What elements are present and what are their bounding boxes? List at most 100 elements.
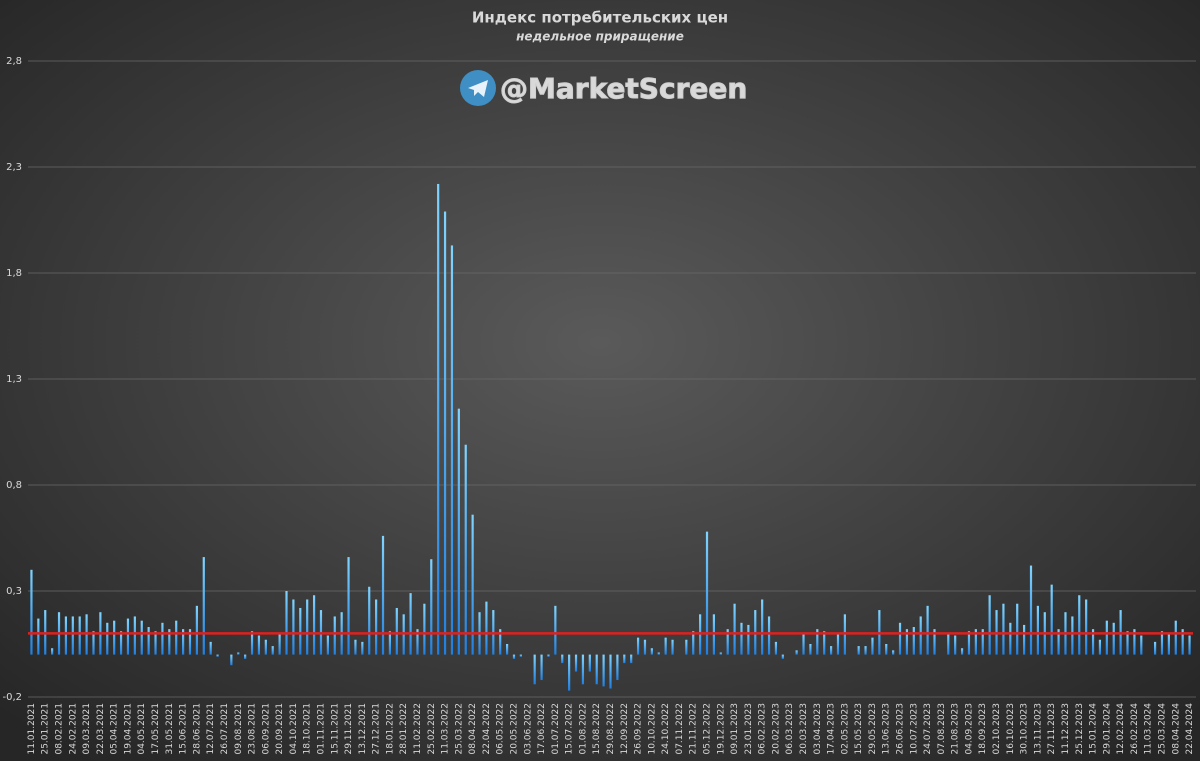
bar (409, 593, 412, 655)
bar (195, 605, 198, 655)
chart-subtitle: недельное приращение (516, 30, 684, 44)
x-tick-label: 08.04.2024 (1171, 703, 1181, 755)
chart-title: Индекс потребительских цен (472, 9, 728, 27)
x-tick-label: 26.07.2021 (220, 703, 230, 755)
bar (588, 654, 591, 672)
x-tick-label: 08.02.2021 (55, 703, 65, 755)
bar (92, 631, 95, 655)
bar (113, 620, 116, 655)
bar (361, 641, 364, 655)
bar (988, 595, 991, 655)
bar (230, 654, 233, 666)
bar (595, 654, 598, 685)
x-tick-label: 22.04.2024 (1185, 703, 1195, 755)
bar (726, 629, 729, 655)
bar (202, 557, 205, 655)
bar (898, 622, 902, 655)
bar (381, 535, 385, 655)
x-tick-label: 01.08.2022 (578, 703, 588, 755)
bar (1091, 629, 1095, 655)
x-tick-label: 19.12.2022 (716, 703, 726, 755)
x-tick-label: 28.06.2021 (192, 703, 202, 755)
x-tick-label: 09.01.2023 (730, 703, 740, 755)
bar (78, 616, 81, 655)
bar (250, 631, 254, 655)
x-tick-label: 06.09.2021 (261, 703, 271, 755)
bar (1057, 629, 1060, 655)
bar (512, 654, 516, 659)
bar (347, 557, 350, 655)
bar (692, 631, 695, 655)
bar (333, 616, 336, 655)
x-tick-label: 22.04.2022 (482, 703, 492, 755)
bar (354, 639, 357, 655)
x-tick-label: 07.11.2022 (675, 703, 685, 755)
bar (857, 646, 860, 655)
x-tick-label: 29.05.2023 (868, 703, 878, 755)
bar (430, 559, 433, 655)
bar (30, 569, 33, 655)
bar (816, 629, 819, 655)
bar (1153, 641, 1157, 655)
bar (781, 654, 784, 659)
x-tick-label: 11.03.2024 (1144, 703, 1154, 755)
bar (981, 629, 984, 655)
x-tick-label: 15.07.2022 (565, 703, 575, 755)
bar (416, 629, 419, 655)
bar (1098, 639, 1102, 655)
bar (326, 635, 329, 655)
x-tick-label: 18.01.2022 (385, 703, 395, 755)
x-tick-label: 03.06.2022 (523, 703, 533, 755)
bar (974, 629, 977, 655)
bar (257, 635, 261, 655)
bar (1023, 624, 1026, 655)
bar (395, 607, 398, 655)
bar (278, 633, 281, 655)
x-tick-label: 17.06.2022 (537, 703, 547, 755)
x-tick-label: 02.05.2023 (840, 703, 850, 755)
bar (871, 637, 874, 655)
bar (450, 245, 454, 655)
x-tick-label: 04.10.2021 (289, 703, 299, 755)
bar (926, 605, 929, 655)
bar (485, 601, 488, 655)
bar (767, 616, 771, 655)
y-tick-label: 2,3 (6, 162, 22, 173)
x-tick-label: 02.10.2023 (992, 703, 1002, 755)
bar (471, 514, 474, 655)
bar (1140, 635, 1143, 655)
bar (1016, 603, 1019, 655)
bar (960, 648, 964, 655)
bar (623, 654, 626, 664)
bar (209, 641, 212, 655)
bar (705, 531, 709, 655)
x-tick-label: 26.06.2023 (896, 703, 906, 755)
x-tick-label: 29.08.2022 (606, 703, 616, 755)
bar (774, 641, 778, 655)
bar (1167, 633, 1170, 655)
y-tick-label: -0,2 (2, 692, 22, 703)
bar (188, 629, 192, 655)
bar (285, 591, 288, 655)
bar (919, 616, 922, 655)
bar (1160, 631, 1164, 655)
bar (154, 631, 157, 655)
bar (1002, 603, 1005, 655)
x-tick-label: 13.11.2023 (1033, 703, 1043, 755)
bar (636, 637, 640, 655)
bar (609, 654, 612, 689)
x-tick-label: 21.11.2022 (689, 703, 699, 755)
y-tick-label: 0,8 (6, 480, 22, 491)
x-tick-label: 06.03.2023 (785, 703, 795, 755)
bar (967, 631, 971, 655)
bar (823, 631, 826, 655)
x-tick-label: 08.04.2022 (468, 703, 478, 755)
bar (271, 646, 274, 655)
x-tick-label: 09.08.2021 (234, 703, 244, 755)
x-tick-label: 18.09.2023 (978, 703, 988, 755)
x-tick-label: 12.09.2022 (620, 703, 630, 755)
bar (147, 627, 150, 655)
bar (740, 622, 743, 655)
